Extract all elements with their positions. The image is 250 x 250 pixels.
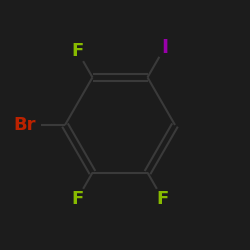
Text: F: F <box>72 42 84 60</box>
Text: F: F <box>156 190 168 208</box>
Text: I: I <box>162 38 168 56</box>
Text: Br: Br <box>14 116 36 134</box>
Text: F: F <box>71 190 84 208</box>
